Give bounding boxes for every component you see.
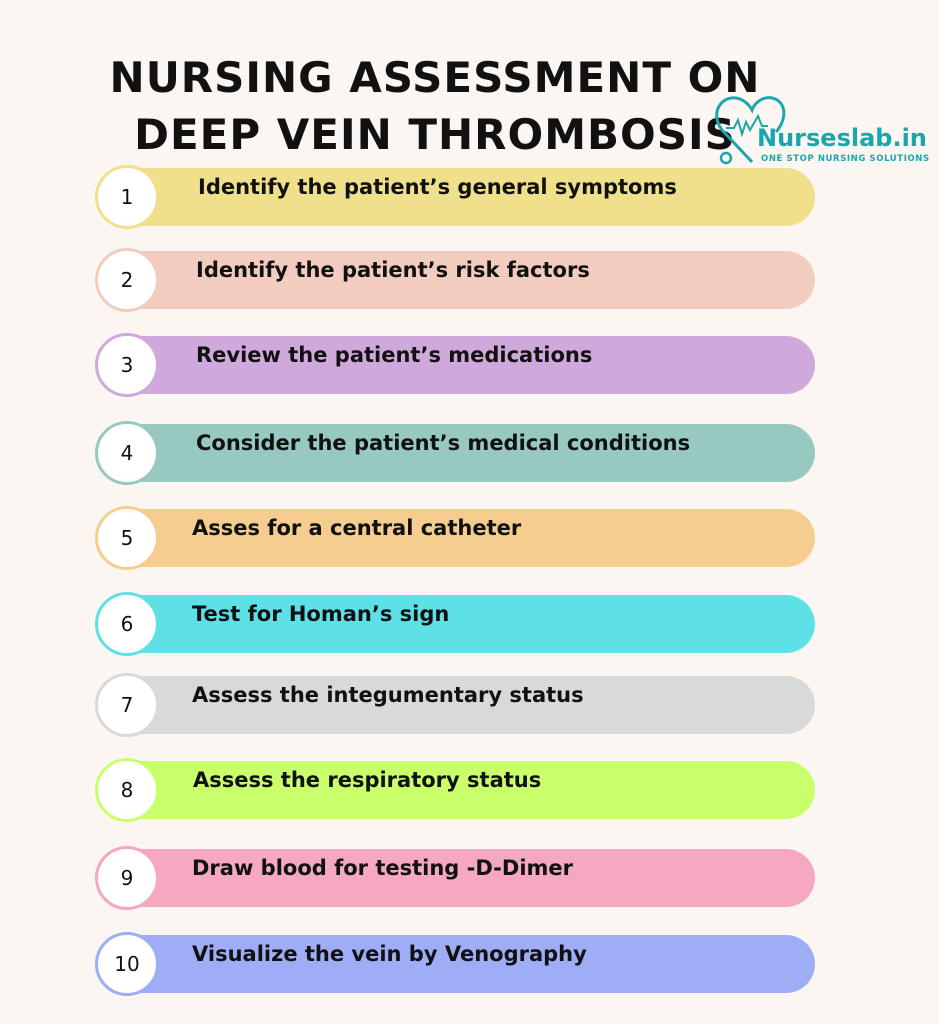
logo-tagline: ONE STOP NURSING SOLUTIONS (761, 154, 930, 164)
step-number: 6 (120, 612, 134, 636)
step-number-circle: 7 (95, 673, 159, 737)
step-label: Consider the patient’s medical condition… (196, 431, 691, 455)
step-number-circle: 6 (95, 592, 159, 656)
step-bar (125, 251, 815, 309)
step-bar (125, 168, 815, 226)
title-line-1: NURSING ASSESSMENT ON (109, 53, 761, 102)
step-bar (125, 595, 815, 653)
step-row: 10 Visualize the vein by Venography (95, 932, 815, 996)
step-row: 8 Assess the respiratory status (95, 758, 815, 822)
step-number: 1 (120, 185, 134, 209)
step-number-circle: 3 (95, 333, 159, 397)
step-bar (125, 336, 815, 394)
logo-brand: Nurseslab.in (757, 124, 927, 152)
step-number-circle: 8 (95, 758, 159, 822)
step-bar (125, 935, 815, 993)
step-label: Draw blood for testing -D-Dimer (192, 856, 574, 880)
step-number-circle: 5 (95, 506, 159, 570)
step-number: 9 (120, 866, 134, 890)
step-number-circle: 2 (95, 248, 159, 312)
step-number: 4 (120, 441, 134, 465)
step-bar (125, 424, 815, 482)
step-label: Asses for a central catheter (192, 516, 522, 540)
step-number: 3 (120, 353, 134, 377)
step-number-circle: 1 (95, 165, 159, 229)
step-number-circle: 4 (95, 421, 159, 485)
step-row: 1 Identify the patient’s general symptom… (95, 165, 815, 229)
step-row: 7 Assess the integumentary status (95, 673, 815, 737)
step-bar (125, 849, 815, 907)
step-label: Assess the integumentary status (192, 683, 584, 707)
step-number-circle: 9 (95, 846, 159, 910)
step-number: 8 (120, 778, 134, 802)
step-row: 3 Review the patient’s medications (95, 333, 815, 397)
step-label: Assess the respiratory status (193, 768, 542, 792)
step-number-circle: 10 (95, 932, 159, 996)
title-line-2: DEEP VEIN THROMBOSIS (134, 110, 736, 159)
step-label: Identify the patient’s risk factors (196, 258, 590, 282)
step-number: 5 (120, 526, 134, 550)
step-number: 10 (114, 952, 140, 976)
step-number: 2 (120, 268, 134, 292)
step-label: Identify the patient’s general symptoms (198, 175, 677, 199)
step-label: Review the patient’s medications (196, 343, 593, 367)
step-row: 9 Draw blood for testing -D-Dimer (95, 846, 815, 910)
step-label: Test for Homan’s sign (192, 602, 450, 626)
step-row: 4 Consider the patient’s medical conditi… (95, 421, 815, 485)
step-row: 2 Identify the patient’s risk factors (95, 248, 815, 312)
step-number: 7 (120, 693, 134, 717)
step-bar (125, 761, 815, 819)
step-label: Visualize the vein by Venography (192, 942, 587, 966)
heart-stethoscope-icon (715, 96, 786, 165)
step-bar (125, 509, 815, 567)
step-row: 5 Asses for a central catheter (95, 506, 815, 570)
step-row: 6 Test for Homan’s sign (95, 592, 815, 656)
step-bar (125, 676, 815, 734)
